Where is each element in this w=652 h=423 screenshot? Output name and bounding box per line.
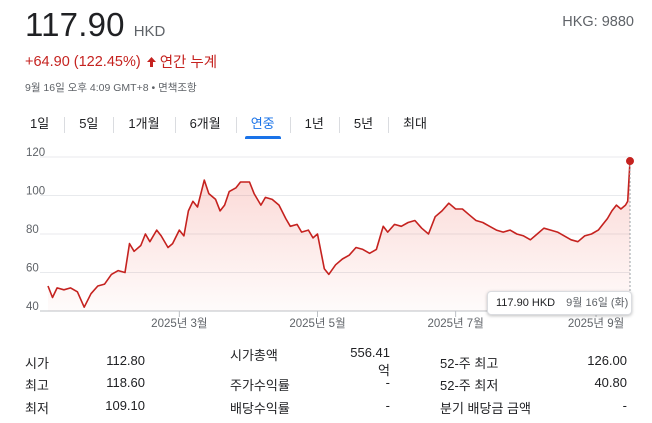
stats-row: 최저 109.10 배당수익률 - 분기 배당금 금액 - bbox=[25, 396, 635, 419]
stat-high: 최고 118.60 bbox=[25, 375, 145, 394]
tab-1y[interactable]: 1년 bbox=[289, 113, 339, 137]
x-tick-label: 2025년 7월 bbox=[427, 317, 483, 330]
tab-max[interactable]: 최대 bbox=[388, 113, 442, 137]
y-tick-label: 80 bbox=[26, 224, 39, 236]
stats-table: 시가 112.80 시가총액 556.41억 52-주 최고 126.00 최고 118… bbox=[25, 345, 635, 419]
ticker-symbol: HKG: 9880 bbox=[562, 14, 634, 30]
stats-row: 시가 112.80 시가총액 556.41억 52-주 최고 126.00 bbox=[25, 345, 635, 378]
tab-1d[interactable]: 1일 bbox=[30, 116, 50, 131]
chart-price-line bbox=[47, 160, 631, 308]
timestamp-disclaimer[interactable]: 9월 16일 오후 4:09 GMT+8 • 면책조항 bbox=[25, 80, 197, 95]
tooltip-date: 9월 16일 (화) bbox=[566, 297, 629, 309]
tab-6m[interactable]: 6개월 bbox=[174, 113, 236, 137]
chart-current-point bbox=[626, 157, 634, 166]
stat-market-cap: 시가총액 556.41억 bbox=[230, 345, 390, 379]
change-period-label: 연간 누계 bbox=[159, 55, 218, 71]
tooltip-price: 117.90 HKD bbox=[496, 297, 556, 309]
price-row: 117.90 HKD bbox=[25, 6, 165, 44]
chart-tooltip: 117.90 HKD 9월 16일 (화) bbox=[487, 291, 632, 315]
stat-52w-low: 52-주 최저 40.80 bbox=[440, 375, 627, 394]
stat-low: 최저 109.10 bbox=[25, 397, 145, 416]
range-tabs: 1일 5일 1개월 6개월 연중 1년 5년 최대 bbox=[22, 112, 442, 139]
stats-row: 최고 118.60 주가수익률 - 52-주 최저 40.80 bbox=[25, 374, 635, 397]
price-change-value: +64.90 (122.45%) bbox=[25, 53, 141, 70]
y-tick-label: 60 bbox=[26, 263, 39, 275]
tab-ytd[interactable]: 연중 bbox=[235, 113, 290, 139]
stat-quarterly-dividend: 분기 배당금 금액 - bbox=[440, 397, 627, 416]
current-price: 117.90 bbox=[25, 6, 125, 43]
active-tab-indicator bbox=[244, 136, 281, 139]
y-tick-label: 40 bbox=[26, 301, 39, 313]
y-tick-label: 100 bbox=[26, 186, 45, 198]
tab-5d[interactable]: 5일 bbox=[64, 113, 113, 137]
chart-area-fill bbox=[48, 161, 630, 311]
price-change-row: +64.90 (122.45%) 연간 누계 bbox=[25, 51, 217, 72]
currency-code: HKD bbox=[133, 23, 166, 40]
arrow-up-icon bbox=[146, 56, 157, 68]
price-chart[interactable]: 40 60 80 100 120 2025년 3월 2025년 5월 2025년 7월 202… bbox=[0, 145, 652, 335]
y-tick-label: 120 bbox=[26, 147, 45, 159]
tab-5y[interactable]: 5년 bbox=[338, 113, 388, 137]
stat-52w-high: 52-주 최고 126.00 bbox=[440, 352, 627, 371]
x-tick-label: 2025년 9월 bbox=[568, 317, 624, 330]
stat-pe-ratio: 주가수익률 - bbox=[230, 375, 390, 394]
x-tick-label: 2025년 3월 bbox=[151, 317, 207, 330]
timestamp-text: 9월 16일 오후 4:09 GMT+8 • 면책조항 bbox=[25, 82, 197, 94]
tab-1m[interactable]: 1개월 bbox=[113, 113, 174, 137]
x-tick-label: 2025년 5월 bbox=[289, 317, 345, 330]
stat-dividend-yield: 배당수익률 - bbox=[230, 397, 390, 416]
stat-open: 시가 112.80 bbox=[25, 352, 145, 371]
